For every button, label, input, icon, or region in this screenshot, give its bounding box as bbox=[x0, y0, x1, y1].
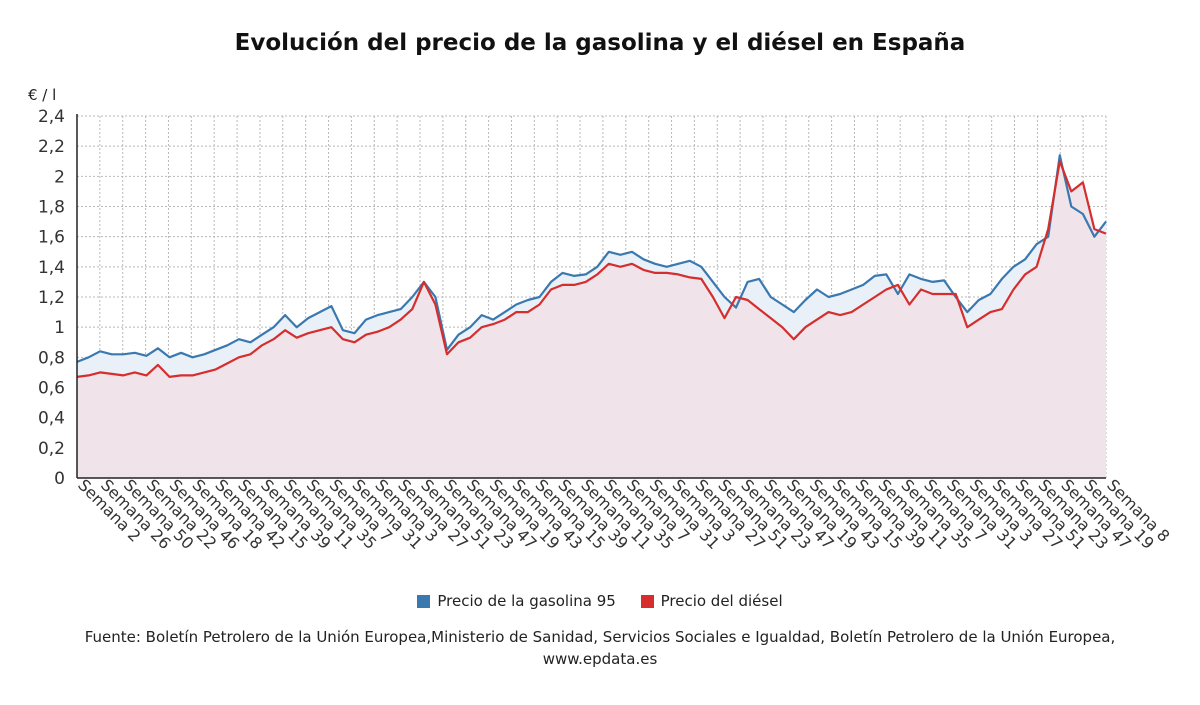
y-tick-label: 0,2 bbox=[38, 439, 65, 459]
chart-title: Evolución del precio de la gasolina y el… bbox=[234, 30, 966, 56]
y-tick-label: 0,8 bbox=[38, 348, 65, 368]
y-tick-label: 1 bbox=[54, 318, 65, 338]
legend-label-gasolina: Precio de la gasolina 95 bbox=[437, 592, 616, 610]
legend-item-diesel[interactable]: Precio del diésel bbox=[640, 592, 783, 610]
y-tick-label: 0 bbox=[54, 469, 65, 489]
legend-swatch-gasolina bbox=[417, 594, 431, 608]
y-tick-label: 1,6 bbox=[38, 228, 65, 248]
y-tick-label: 2,2 bbox=[38, 137, 65, 157]
y-tick-label: 2,4 bbox=[38, 107, 65, 127]
area-diesel bbox=[77, 161, 1106, 478]
y-tick-label: 0,4 bbox=[38, 409, 65, 429]
series-line-gasolina bbox=[76, 154, 1107, 363]
y-tick-label: 0,6 bbox=[38, 379, 65, 399]
y-tick-label: 1,4 bbox=[38, 258, 65, 278]
legend-label-diesel: Precio del diésel bbox=[660, 592, 783, 610]
source-note: Fuente: Boletín Petrolero de la Unión Eu… bbox=[84, 628, 1116, 668]
legend-item-gasolina[interactable]: Precio de la gasolina 95 bbox=[417, 592, 616, 610]
y-tick-label: 1,2 bbox=[38, 288, 65, 308]
legend-swatch-diesel bbox=[640, 594, 654, 608]
y-axis-label: € / l bbox=[28, 86, 57, 104]
y-tick-label: 2 bbox=[54, 167, 65, 187]
legend: Precio de la gasolina 95 Precio del diés… bbox=[0, 592, 1200, 612]
series-line-diesel bbox=[76, 160, 1107, 378]
y-tick-label: 1,8 bbox=[38, 198, 65, 218]
